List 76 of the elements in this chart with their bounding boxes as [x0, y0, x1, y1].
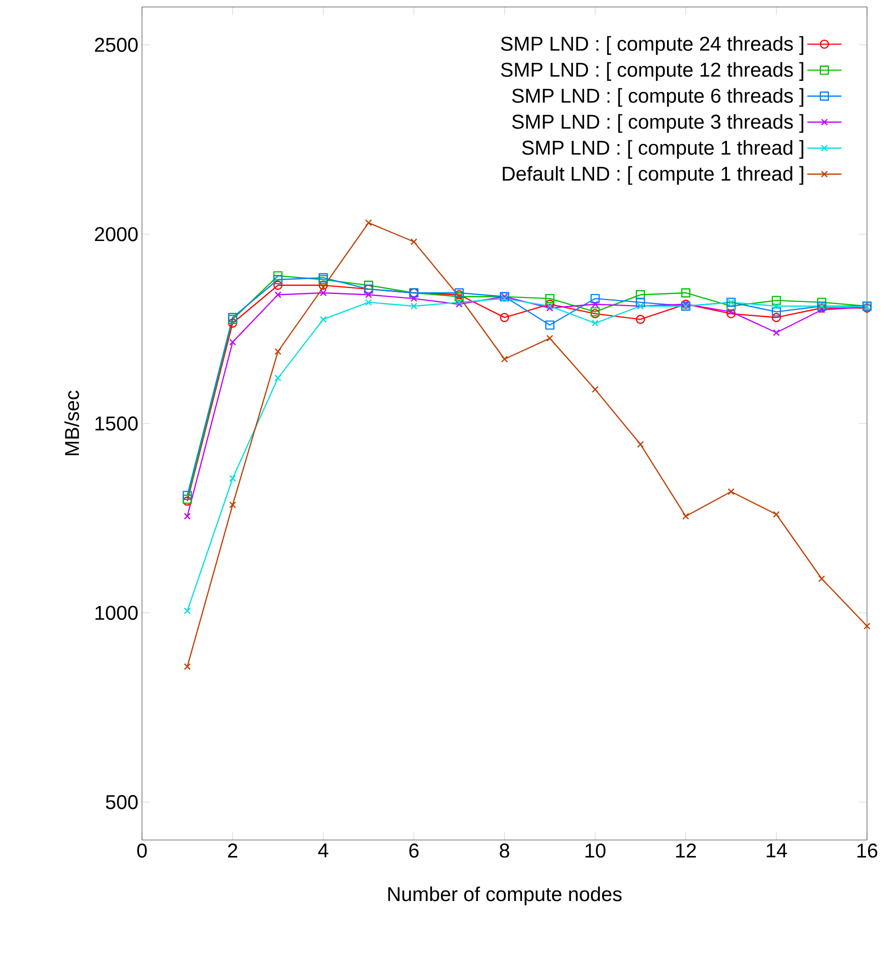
point	[184, 663, 191, 670]
point	[636, 314, 646, 324]
point	[728, 488, 734, 496]
point	[592, 386, 599, 393]
point	[772, 329, 780, 336]
point	[410, 295, 418, 302]
point	[728, 308, 734, 316]
legend-label: SMP LND : [ compute 12 threads ]	[501, 62, 804, 81]
point	[274, 348, 282, 355]
x-tick-label: 6	[409, 844, 419, 858]
point	[636, 298, 646, 307]
x-tick-label: 10	[586, 844, 606, 858]
point	[864, 622, 870, 630]
point	[636, 290, 646, 300]
point	[229, 474, 236, 482]
point	[274, 374, 282, 382]
point	[772, 302, 780, 310]
point	[273, 275, 283, 284]
y-axis-title: MB/sec	[64, 390, 80, 456]
point	[365, 219, 372, 226]
x-tick-label: 0	[137, 844, 147, 858]
legend-label: SMP LND : [ compute 3 threads ]	[512, 114, 804, 133]
point	[592, 300, 599, 308]
point	[501, 356, 508, 363]
point	[726, 309, 736, 318]
point	[545, 294, 554, 304]
y-tick-label: 1000	[95, 606, 138, 620]
x-tick-label: 14	[766, 844, 787, 858]
point	[772, 296, 781, 306]
point	[318, 280, 328, 290]
point	[184, 607, 191, 614]
legend-label: SMP LND : [ compute 1 thread ]	[522, 140, 804, 159]
y-tick-label: 500	[106, 795, 138, 810]
point	[273, 271, 283, 280]
point	[274, 291, 282, 298]
point	[500, 312, 510, 322]
point	[681, 288, 690, 298]
point	[818, 306, 826, 314]
point	[320, 316, 327, 323]
point	[229, 338, 236, 346]
point	[592, 320, 599, 327]
x-tick-label: 8	[500, 844, 510, 858]
point	[182, 490, 192, 500]
point	[184, 512, 191, 520]
y-tick-label: 2500	[94, 38, 138, 52]
x-axis-title: Number of compute nodes	[388, 886, 622, 906]
legend-label: Default LND : [ compute 1 thread ]	[502, 166, 804, 185]
x-tick-label: 4	[318, 844, 328, 858]
point	[320, 284, 327, 291]
y-tick-label: 2000	[94, 227, 138, 242]
point	[273, 280, 283, 290]
point	[637, 440, 644, 448]
point	[364, 280, 374, 290]
point	[682, 512, 690, 520]
legend-label: SMP LND : [ compute 24 threads ]	[501, 36, 804, 55]
point	[365, 291, 372, 298]
x-tick-label: 2	[228, 844, 238, 858]
point	[320, 289, 327, 296]
point	[772, 510, 780, 518]
point	[772, 312, 781, 322]
point	[229, 501, 236, 508]
point	[545, 300, 554, 309]
point	[410, 302, 418, 310]
point	[365, 298, 372, 306]
x-tick-label: 16	[857, 844, 878, 858]
legend-label: SMP LND : [ compute 6 threads ]	[512, 88, 804, 107]
point	[590, 294, 600, 304]
point	[817, 298, 826, 307]
point	[546, 334, 554, 342]
x-tick-label: 12	[676, 844, 696, 858]
point	[772, 307, 781, 316]
point	[818, 575, 826, 582]
point	[410, 238, 418, 246]
point	[545, 320, 554, 330]
y-tick-label: 1500	[95, 416, 138, 431]
point	[228, 318, 238, 328]
